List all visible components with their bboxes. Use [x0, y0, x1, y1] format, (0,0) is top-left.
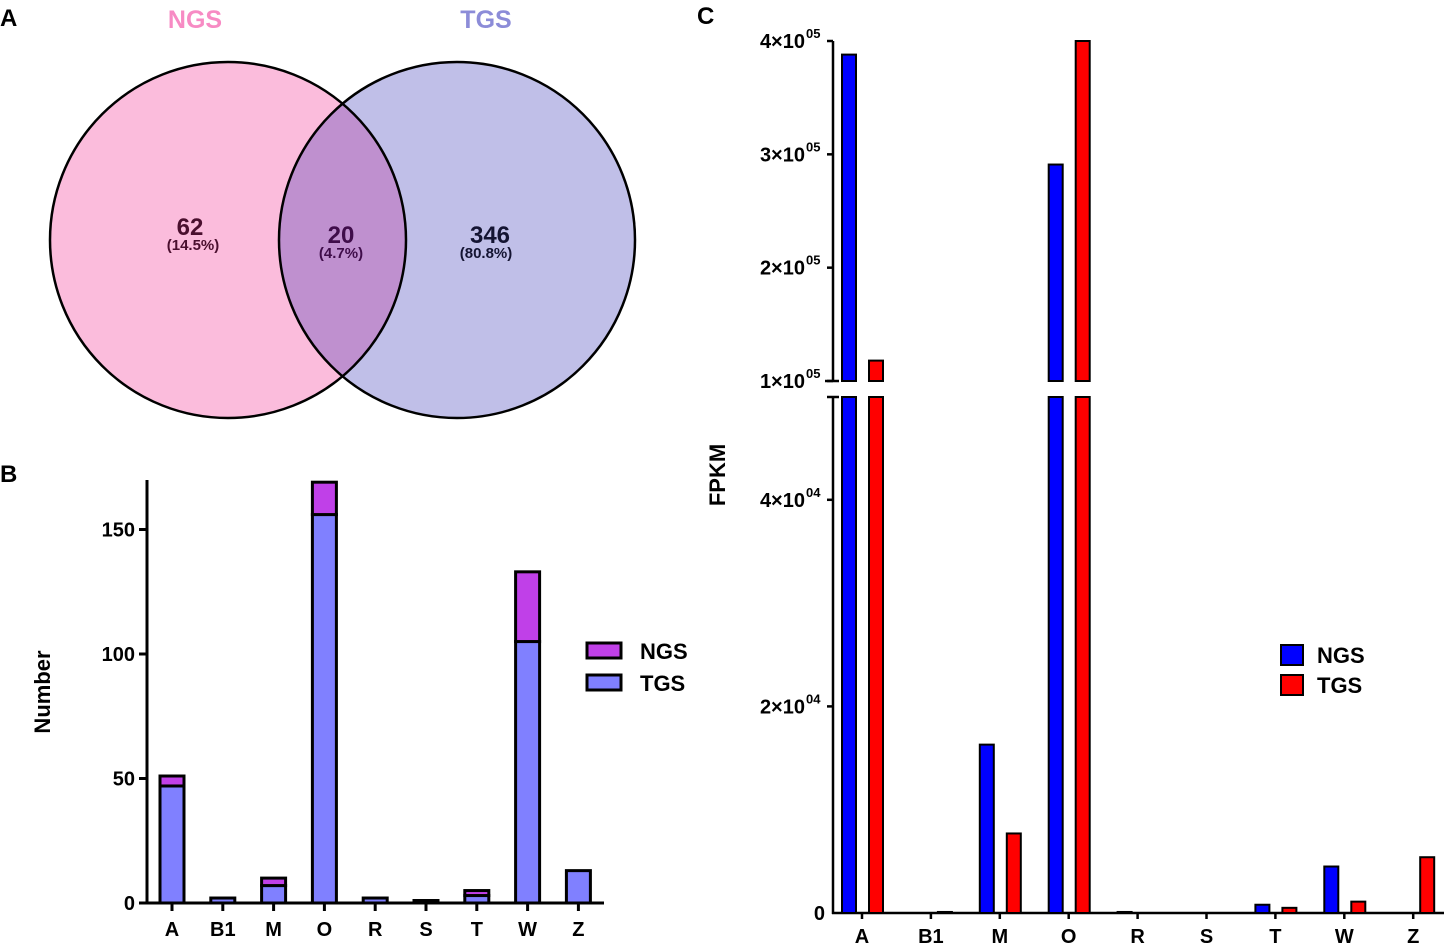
bar-ngs-t — [1254, 903, 1271, 915]
bar-tgs-m — [260, 884, 288, 905]
y-tick-label: 150 — [102, 520, 135, 542]
y-tick-label: 4×10 — [760, 31, 805, 53]
x-tick-label-s: S — [419, 919, 432, 941]
x-tick-label-m: M — [265, 919, 282, 941]
bar-tgs-m — [1005, 832, 1022, 914]
y-tick-exponent: 05 — [806, 139, 820, 154]
legend-label-ngs: NGS — [1317, 643, 1365, 668]
bar-ngs-a — [158, 774, 186, 788]
venn-intersection — [279, 62, 406, 418]
x-tick-label-m: M — [991, 926, 1008, 946]
bar-tgs-z — [1419, 856, 1436, 915]
bar-tgs-r — [361, 896, 389, 905]
y-tick-label: 1×10 — [760, 371, 805, 393]
y-tick-label: 2×10 — [760, 258, 805, 280]
y-tick-label: 100 — [102, 644, 135, 666]
x-tick-label-a: A — [165, 919, 179, 941]
bar-tgs-o — [310, 513, 338, 905]
legend-label-tgs: TGS — [640, 671, 685, 696]
panel-label-c: C — [697, 3, 714, 30]
legend-label-tgs: TGS — [1317, 673, 1362, 698]
venn-set-label-tgs: TGS — [460, 6, 511, 34]
bar-ngs-w — [1323, 865, 1340, 915]
x-tick-label-o: O — [1061, 926, 1077, 946]
y-tick-exponent: 04 — [806, 691, 821, 706]
y-tick-label: 2×10 — [760, 696, 805, 718]
venn-count-tgs-only: 346 — [470, 222, 510, 249]
panel-label-a: A — [0, 5, 17, 32]
y-tick-exponent: 05 — [806, 26, 820, 41]
x-tick-label-z: Z — [572, 919, 584, 941]
venn-outline-ngs — [48, 60, 408, 420]
bar-ngs-a-upper — [841, 53, 857, 382]
bar-ngs-t — [463, 889, 491, 898]
bar-ngs-r — [1116, 910, 1133, 914]
bar-tgs-a — [158, 784, 186, 905]
legend-label-ngs: NGS — [640, 639, 688, 664]
y-tick-label: 4×10 — [760, 490, 805, 512]
x-tick-label-s: S — [1200, 926, 1213, 946]
legend-swatch-ngs — [1280, 644, 1304, 666]
x-tick-label-z: Z — [1407, 926, 1419, 946]
x-tick-label-r: R — [368, 919, 383, 941]
venn-diagram: NGS TGS 62 (14.5%) 20 (4.7%) 346 (80.8%) — [48, 6, 637, 420]
venn-count-both: 20 — [328, 222, 355, 249]
bar-ngs-m — [978, 743, 995, 914]
y-axis-label-fpkm: FPKM — [705, 444, 730, 506]
grouped-bar-chart-fpkm: 02×10 044×10 041×10 052×10 053×10 054×10 05A B1… — [760, 26, 1444, 946]
venn-percent-tgs-only: (80.8%) — [460, 245, 513, 262]
x-tick-label-t: T — [471, 919, 483, 941]
bar-ngs-o — [310, 480, 338, 517]
stacked-bar-chart-number: 0 50 100 150 A B1 M O R S T W Z NGS TGS — [102, 480, 688, 941]
bar-ngs-m — [260, 876, 288, 888]
venn-percent-ngs-only: (14.5%) — [167, 237, 220, 254]
venn-count-ngs-only: 62 — [177, 214, 204, 241]
legend-swatch-tgs — [585, 673, 623, 692]
bar-tgs-w — [1350, 900, 1367, 915]
x-tick-label-w: W — [1335, 926, 1354, 946]
y-tick-label: 3×10 — [760, 144, 805, 166]
legend-swatch-tgs — [1280, 674, 1304, 696]
x-tick-label-o: O — [317, 919, 333, 941]
legend-swatch-ngs — [585, 641, 623, 660]
x-tick-label-t: T — [1269, 926, 1281, 946]
x-tick-label-a: A — [855, 926, 869, 946]
bar-tgs-s — [412, 899, 440, 905]
y-tick-label: 50 — [113, 769, 135, 791]
y-tick-exponent: 05 — [806, 366, 820, 381]
y-axis-label-number: Number — [30, 650, 55, 734]
venn-set-label-ngs: NGS — [168, 6, 222, 34]
bar-tgs-z — [564, 869, 592, 905]
y-tick-label: 0 — [814, 903, 825, 925]
y-tick-label: 0 — [124, 893, 135, 915]
x-tick-label-b1: B1 — [918, 926, 944, 946]
x-tick-label-b1: B1 — [210, 919, 236, 941]
y-tick-exponent: 04 — [806, 485, 821, 500]
x-tick-label-r: R — [1130, 926, 1145, 946]
bar-tgs-b1 — [936, 910, 953, 914]
bar-tgs-a-lower — [868, 396, 884, 914]
bar-ngs-w — [514, 570, 542, 644]
bar-tgs-a-upper — [868, 359, 884, 383]
bar-tgs-w — [514, 640, 542, 905]
bar-tgs-b1 — [209, 896, 237, 905]
y-tick-exponent: 05 — [806, 253, 820, 268]
bar-tgs-o-upper — [1074, 40, 1091, 382]
panel-label-b: B — [0, 461, 17, 488]
bar-ngs-o-lower — [1047, 396, 1064, 914]
bar-ngs-o-upper — [1047, 163, 1064, 382]
x-tick-label-w: W — [518, 919, 537, 941]
bar-tgs-o-lower — [1074, 396, 1091, 914]
bar-tgs-t — [1281, 906, 1298, 915]
venn-outline-tgs — [277, 60, 637, 420]
bar-ngs-a-lower — [841, 396, 857, 914]
venn-percent-both: (4.7%) — [319, 245, 363, 262]
